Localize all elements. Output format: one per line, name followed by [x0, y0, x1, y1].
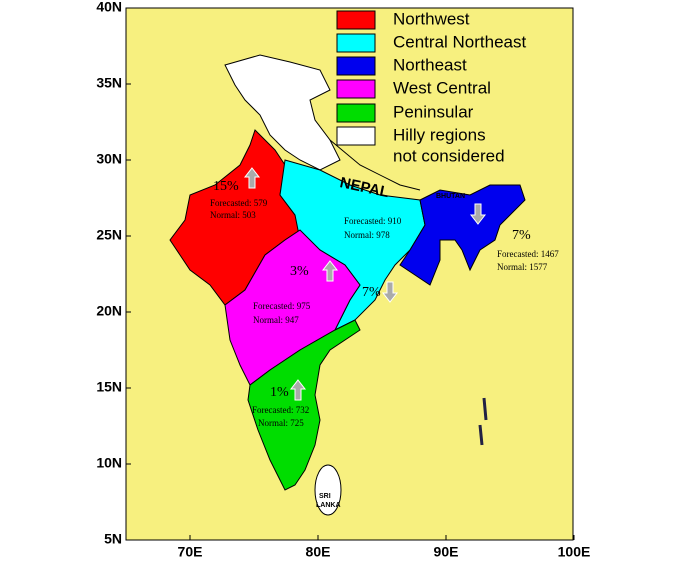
down-arrow [381, 281, 399, 303]
normal: Normal: 725 [258, 418, 304, 428]
down-arrow [469, 203, 487, 225]
normal: Normal: 947 [253, 315, 299, 325]
lat-label: 10N [96, 455, 122, 471]
up-arrow [321, 260, 339, 282]
regions [169, 54, 526, 516]
percent: 7% [362, 285, 381, 300]
lat-label: 30N [96, 151, 122, 167]
legend-swatch [336, 10, 376, 30]
legend-swatch [336, 126, 376, 146]
forecasted: Forecasted: 975 [253, 301, 311, 311]
lat-label: 15N [96, 379, 122, 395]
normal: Normal: 1577 [497, 262, 548, 272]
legend-label: West Central [393, 78, 491, 97]
sri-lanka [314, 464, 342, 516]
lon-label: 90E [434, 544, 459, 560]
forecasted: Forecasted: 732 [252, 405, 309, 415]
lat-label: 25N [96, 227, 122, 243]
lat-label: 40N [96, 0, 122, 15]
peninsular-region [247, 319, 361, 491]
nepal-border [329, 139, 421, 191]
northeast-region [399, 184, 526, 286]
percent: 3% [290, 264, 309, 279]
percent: 7% [512, 228, 531, 243]
percent: 15% [213, 179, 239, 194]
legend-swatch [336, 103, 376, 123]
legend-swatch [336, 79, 376, 99]
lon-label: 80E [306, 544, 331, 560]
normal: Normal: 978 [344, 230, 390, 240]
sri-lanka-label: SRI [319, 493, 331, 500]
legend-label: Central Northeast [393, 32, 527, 51]
lat-label: 5N [104, 531, 122, 547]
up-arrow [243, 167, 261, 189]
lon-label: 100E [558, 544, 591, 560]
forecasted: Forecasted: 910 [344, 216, 402, 226]
sri-lanka-label: LANKA [316, 502, 341, 509]
legend-label: Northwest [393, 9, 470, 28]
hilly-region [224, 54, 341, 171]
legend-swatch [336, 33, 376, 53]
legend-label: Hilly regions [393, 125, 486, 144]
percent: 1% [270, 385, 289, 400]
up-arrow [289, 379, 307, 401]
forecasted: Forecasted: 579 [210, 198, 268, 208]
arrows [243, 167, 487, 401]
forecasted: Forecasted: 1467 [497, 249, 559, 259]
bhutan-label: BHUTAN [436, 193, 465, 200]
lon-label: 70E [178, 544, 203, 560]
normal: Normal: 503 [210, 210, 256, 220]
legend-label: Northeast [393, 55, 467, 74]
legend-label: not considered [393, 146, 505, 165]
andaman-islands [478, 397, 488, 446]
legend-swatch [336, 56, 376, 76]
lat-label: 35N [96, 75, 122, 91]
lat-label: 20N [96, 303, 122, 319]
legend-label: Peninsular [393, 102, 474, 121]
